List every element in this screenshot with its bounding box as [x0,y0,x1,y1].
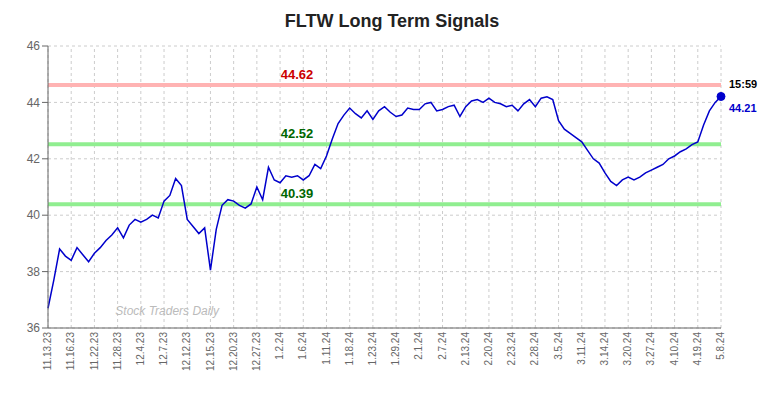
svg-text:1.23.24: 1.23.24 [367,332,378,366]
html-text:Stock Traders Daily: Stock Traders Daily [115,304,220,318]
svg-text:12.7.23: 12.7.23 [158,332,169,366]
svg-text:44.21: 44.21 [729,102,757,114]
svg-text:4.10.24: 4.10.24 [669,332,680,366]
svg-text:3.27.24: 3.27.24 [645,332,656,366]
svg-text:1.18.24: 1.18.24 [344,332,355,366]
svg-text:1.6.24: 1.6.24 [297,332,308,360]
svg-text:46: 46 [27,39,41,53]
svg-text:15:59: 15:59 [729,78,757,90]
svg-text:2.1.24: 2.1.24 [413,332,424,360]
svg-text:11.22.23: 11.22.23 [89,332,100,371]
svg-text:2.13.24: 2.13.24 [460,332,471,366]
svg-text:2.20.24: 2.20.24 [483,332,494,366]
svg-text:2.7.24: 2.7.24 [437,332,448,360]
svg-text:3.20.24: 3.20.24 [622,332,633,366]
svg-text:36: 36 [27,321,41,335]
svg-text:12.4.23: 12.4.23 [135,332,146,366]
svg-text:40.39: 40.39 [281,186,314,201]
svg-text:5.8.24: 5.8.24 [715,332,726,360]
svg-text:40: 40 [27,208,41,222]
svg-text:42: 42 [27,152,41,166]
svg-text:12.15.23: 12.15.23 [205,332,216,371]
svg-text:3.14.24: 3.14.24 [599,332,610,366]
html-text:FLTW Long Term Signals: FLTW Long Term Signals [284,11,500,31]
svg-text:44: 44 [27,96,41,110]
svg-text:11.16.23: 11.16.23 [65,332,76,371]
svg-text:44.62: 44.62 [281,67,314,82]
svg-text:12.27.23: 12.27.23 [251,332,262,371]
svg-text:3.11.24: 3.11.24 [576,332,587,365]
svg-text:2.28.24: 2.28.24 [529,332,540,366]
svg-text:38: 38 [27,265,41,279]
svg-text:1.29.24: 1.29.24 [390,332,401,366]
svg-text:11.13.23: 11.13.23 [42,332,53,371]
svg-text:42.52: 42.52 [281,126,314,141]
svg-text:12.20.23: 12.20.23 [228,332,239,371]
svg-text:1.11.24: 1.11.24 [321,332,332,365]
svg-text:2.23.24: 2.23.24 [506,332,517,366]
svg-text:11.28.23: 11.28.23 [112,332,123,371]
svg-text:1.2.24: 1.2.24 [274,332,285,360]
svg-text:12.12.23: 12.12.23 [181,332,192,371]
svg-text:4.19.24: 4.19.24 [692,332,703,366]
svg-text:3.5.24: 3.5.24 [553,332,564,360]
